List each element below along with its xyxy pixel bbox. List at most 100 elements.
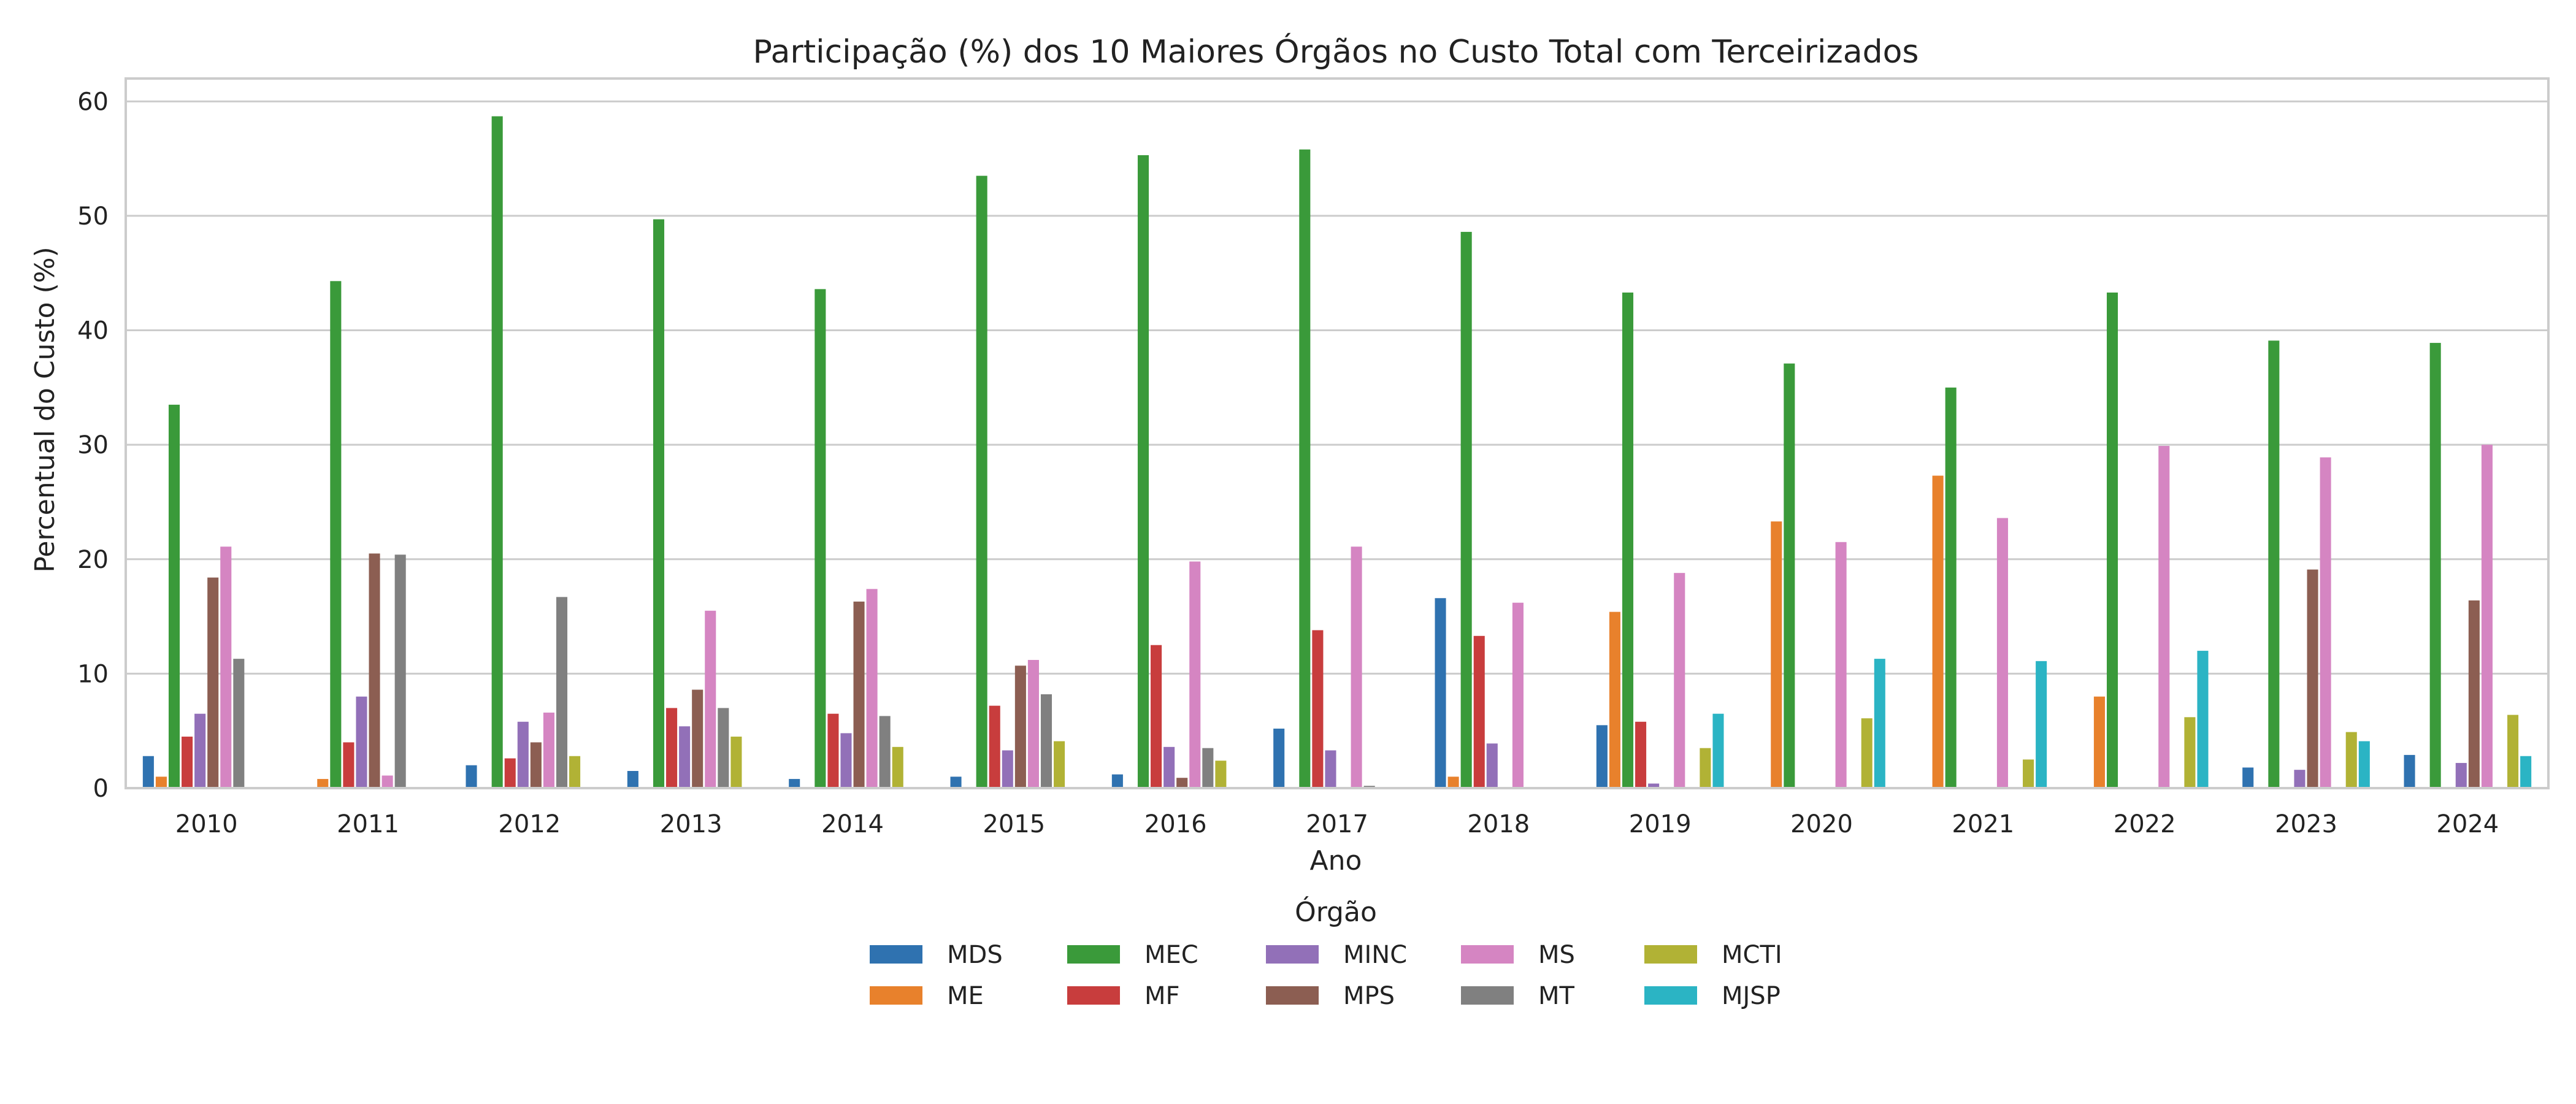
bar-mec-2016 <box>1137 155 1149 788</box>
bar-mt-2014 <box>879 716 891 788</box>
bar-mps-2023 <box>2307 569 2318 788</box>
bar-mec-2018 <box>1460 232 1472 788</box>
bar-mf-2010 <box>182 737 193 788</box>
y-tick-label: 40 <box>77 317 109 345</box>
chart-title: Participação (%) dos 10 Maiores Órgãos n… <box>753 33 1919 71</box>
bar-ms-2015 <box>1027 659 1039 788</box>
bar-mec-2015 <box>976 175 987 788</box>
bar-minc-2017 <box>1325 750 1336 788</box>
x-tick-label: 2013 <box>660 810 723 838</box>
bar-mec-2017 <box>1299 149 1311 789</box>
bar-mps-2016 <box>1176 778 1188 788</box>
bar-ms-2010 <box>220 546 232 788</box>
bar-minc-2015 <box>1002 750 1013 788</box>
legend-label: MDS <box>947 941 1003 969</box>
bar-mec-2020 <box>1784 363 1795 788</box>
x-tick-label: 2024 <box>2436 810 2499 838</box>
y-axis-ticks: 0 10 20 30 40 50 60 <box>77 88 109 803</box>
legend-title: Órgão <box>1295 895 1377 928</box>
legend-swatch <box>1644 945 1697 964</box>
bar-ms-2012 <box>543 712 554 788</box>
bar-mf-2011 <box>343 742 355 788</box>
bar-ms-2013 <box>705 610 716 788</box>
bar-ms-2017 <box>1351 546 1362 788</box>
legend-item-mec: MEC <box>1067 941 1198 969</box>
legend-item-mf: MF <box>1067 982 1180 1010</box>
bar-ms-2019 <box>1674 573 1685 788</box>
legend-swatch <box>870 986 922 1005</box>
bar-me-2018 <box>1447 776 1459 788</box>
legend-item-me: ME <box>870 982 984 1010</box>
bar-mds-2018 <box>1435 598 1446 788</box>
bar-mec-2014 <box>815 289 826 788</box>
bar-mds-2012 <box>466 765 477 788</box>
legend-label: MS <box>1538 941 1575 969</box>
bar-mds-2010 <box>142 756 154 788</box>
legend-label: MF <box>1144 982 1180 1010</box>
bar-mf-2015 <box>989 705 1000 788</box>
legend-swatch <box>1644 986 1697 1005</box>
bar-mcti-2015 <box>1054 741 1065 788</box>
bar-mps-2013 <box>692 689 703 788</box>
bar-mps-2015 <box>1014 665 1026 788</box>
legend-label: MEC <box>1144 941 1198 969</box>
legend-item-mt: MT <box>1461 982 1575 1010</box>
bars <box>142 116 2532 789</box>
bar-mds-2017 <box>1273 728 1285 788</box>
x-tick-label: 2010 <box>175 810 238 838</box>
bar-mec-2012 <box>491 116 503 788</box>
bar-mcti-2022 <box>2184 717 2196 788</box>
bar-mec-2019 <box>1622 292 1634 788</box>
bar-ms-2020 <box>1835 542 1847 788</box>
x-axis-label: Ano <box>1310 845 1362 876</box>
bar-mt-2012 <box>556 597 568 788</box>
y-tick-label: 30 <box>77 431 109 459</box>
bar-mf-2014 <box>827 713 839 788</box>
bar-mec-2013 <box>653 219 665 788</box>
bar-minc-2013 <box>679 726 691 788</box>
bar-mds-2024 <box>2404 754 2415 788</box>
bar-mds-2023 <box>2242 767 2254 788</box>
bar-minc-2011 <box>356 696 367 788</box>
bar-mcti-2021 <box>2023 759 2034 788</box>
bar-mjsp-2024 <box>2520 756 2532 788</box>
x-tick-label: 2016 <box>1144 810 1207 838</box>
bar-mjsp-2019 <box>1712 713 1724 788</box>
legend-swatch <box>1067 986 1120 1005</box>
bar-mec-2011 <box>330 281 342 789</box>
bar-mps-2010 <box>207 577 219 788</box>
bar-mf-2018 <box>1473 635 1485 788</box>
x-tick-label: 2019 <box>1629 810 1692 838</box>
bar-minc-2023 <box>2294 770 2306 788</box>
legend: Órgão MDS ME MEC MF MINC MPS MS MT MCTI MJSP <box>870 895 1782 1010</box>
bar-mcti-2016 <box>1215 761 1227 788</box>
bar-mec-2022 <box>2106 292 2118 788</box>
y-tick-label: 20 <box>77 546 109 574</box>
bar-me-2019 <box>1609 611 1620 788</box>
legend-item-mcti: MCTI <box>1644 941 1782 969</box>
legend-item-mjsp: MJSP <box>1644 982 1781 1010</box>
x-tick-label: 2018 <box>1467 810 1530 838</box>
legend-item-mps: MPS <box>1266 982 1395 1010</box>
x-tick-label: 2021 <box>1952 810 2014 838</box>
bar-ms-2016 <box>1189 561 1201 788</box>
bar-mt-2011 <box>394 554 406 788</box>
x-tick-label: 2014 <box>821 810 884 838</box>
bar-mps-2011 <box>369 553 380 788</box>
bar-mcti-2019 <box>1700 748 1711 788</box>
bar-mps-2012 <box>530 742 542 788</box>
bar-ms-2018 <box>1512 602 1524 788</box>
bar-mds-2013 <box>627 771 638 788</box>
bar-mds-2015 <box>950 776 962 788</box>
bar-minc-2016 <box>1163 746 1175 788</box>
bar-mds-2016 <box>1111 774 1123 788</box>
bar-mcti-2024 <box>2507 715 2519 788</box>
bar-minc-2024 <box>2455 762 2467 788</box>
legend-label: MT <box>1538 982 1575 1010</box>
bar-minc-2014 <box>840 733 852 788</box>
bar-mf-2017 <box>1312 630 1324 788</box>
bar-mjsp-2021 <box>2036 661 2047 788</box>
legend-swatch <box>1266 945 1319 964</box>
bar-mcti-2012 <box>569 756 581 788</box>
